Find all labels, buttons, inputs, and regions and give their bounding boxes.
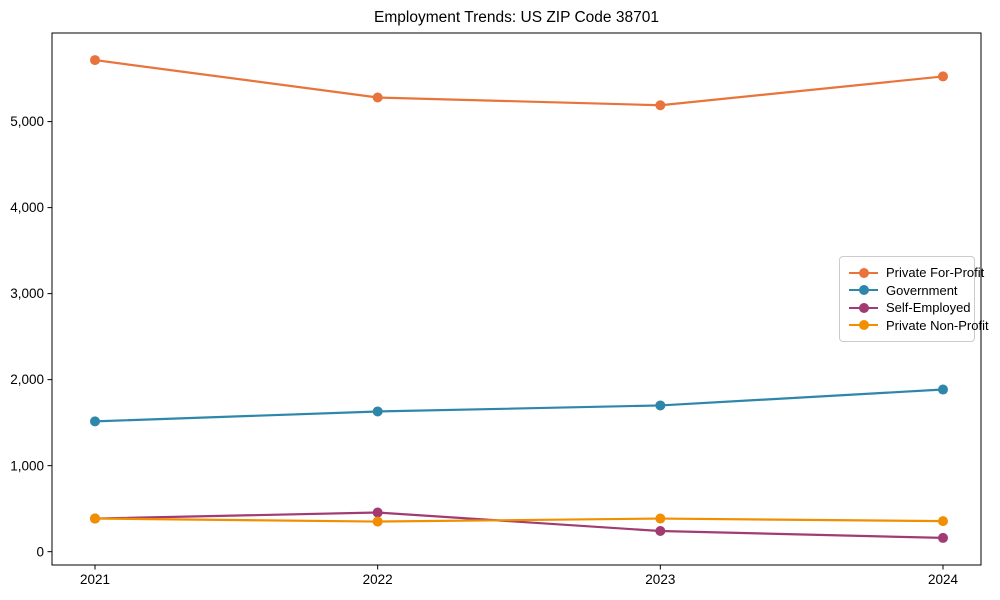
data-point-marker [655, 513, 666, 524]
data-point-marker [90, 513, 100, 524]
legend-marker-dot-icon [858, 302, 869, 313]
data-point-marker [372, 516, 383, 527]
data-point-marker [655, 100, 666, 111]
legend-marker-line-icon [849, 302, 878, 313]
y-tick-label: 1,000 [10, 458, 44, 473]
series-line [94, 59, 944, 107]
series-line [94, 511, 944, 540]
legend-marker-dot-icon [858, 267, 869, 278]
series-line [94, 517, 944, 523]
legend-item: Government [849, 282, 966, 300]
legend-marker-line-icon [849, 285, 878, 296]
series-line [94, 388, 944, 423]
y-tick-label: 0 [36, 544, 44, 559]
data-point-marker [938, 71, 949, 82]
legend-item: Private Non-Profit [849, 317, 989, 335]
legend-item: Self-Employed [849, 299, 971, 317]
plot-frame [51, 32, 982, 566]
legend-marker-dot-icon [858, 285, 869, 296]
chart-title: Employment Trends: US ZIP Code 38701 [374, 9, 659, 26]
y-tick-label: 2,000 [10, 372, 44, 387]
legend-item-label: Private For-Profit [886, 265, 985, 281]
legend-item-label: Self-Employed [886, 300, 971, 316]
legend: Private For-Profit Government Self-Emplo… [839, 256, 989, 342]
data-point-marker [90, 416, 100, 427]
data-point-marker [938, 516, 949, 527]
data-point-marker [372, 507, 383, 518]
data-point-marker [90, 55, 100, 66]
data-point-marker [938, 384, 949, 395]
legend-marker-line-icon [849, 320, 878, 331]
legend-marker-line-icon [849, 267, 878, 278]
legend-item: Private For-Profit [849, 264, 984, 282]
x-tick-label: 2023 [645, 572, 675, 587]
x-tick-label: 2021 [80, 572, 110, 587]
y-tick-label: 3,000 [10, 286, 44, 301]
data-point-marker [372, 406, 383, 417]
data-point-marker [372, 92, 383, 103]
data-point-marker [655, 526, 666, 537]
x-tick-label: 2024 [928, 572, 959, 587]
y-tick-label: 5,000 [10, 114, 44, 129]
x-tick-label: 2022 [363, 572, 393, 587]
data-point-marker [655, 400, 666, 411]
legend-marker-dot-icon [858, 320, 869, 331]
y-tick-label: 4,000 [10, 200, 44, 215]
legend-item-label: Private Non-Profit [886, 317, 989, 333]
data-point-marker [938, 532, 949, 543]
legend-item-label: Government [886, 282, 958, 298]
